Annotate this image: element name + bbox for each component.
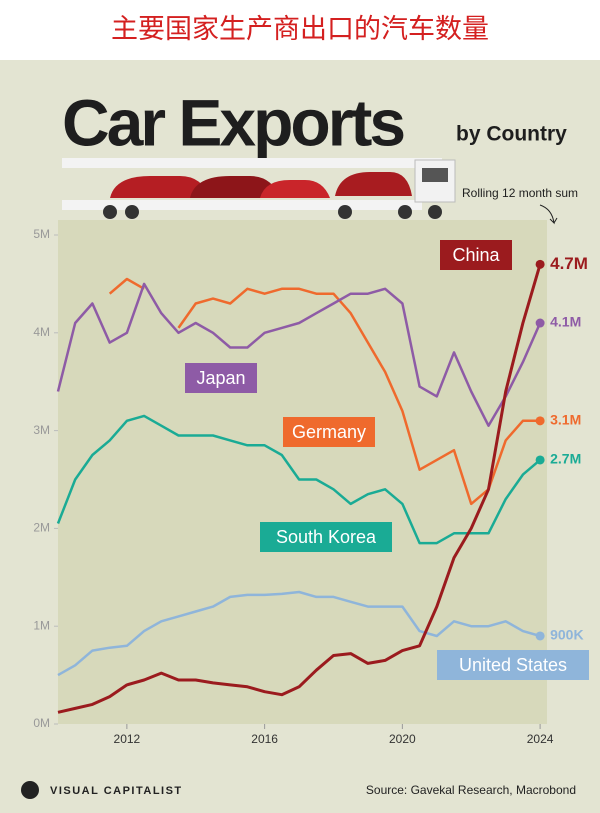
- end-label: 3.1M: [550, 412, 581, 428]
- x-tick-label: 2012: [114, 732, 141, 746]
- series-line: [108, 277, 541, 506]
- end-point: [535, 318, 545, 328]
- end-label: 2.7M: [550, 451, 581, 467]
- series-label-box: [437, 650, 589, 680]
- series-label-box: [283, 417, 375, 447]
- plot-area: [58, 220, 547, 724]
- end-label: 900K: [550, 627, 583, 643]
- end-point: [535, 455, 545, 465]
- series-line: [56, 282, 542, 427]
- y-tick-label: 0M: [33, 716, 50, 730]
- logo: VISUAL CAPITALIST: [21, 781, 183, 799]
- banner: [0, 0, 600, 60]
- x-tick-label: 2024: [527, 732, 554, 746]
- y-tick-label: 4M: [33, 325, 50, 339]
- y-tick-label: 5M: [33, 227, 50, 241]
- end-point: [535, 259, 545, 269]
- series-line: [57, 263, 542, 714]
- chart-title: Car Exports: [62, 85, 403, 159]
- y-tick-label: 2M: [33, 521, 50, 535]
- truck-illustration: [62, 158, 456, 219]
- source: Source: Gavekal Research, Macrobond: [366, 783, 576, 797]
- legend-label: Japan: [196, 368, 245, 388]
- end-point: [535, 631, 545, 641]
- series-label-box: [185, 363, 257, 393]
- annotation-arrow: [539, 204, 558, 225]
- legend-label: China: [452, 245, 500, 265]
- y-tick-label: 1M: [33, 618, 50, 632]
- chart-subtitle: by Country: [456, 123, 567, 146]
- banner-title: 主要国家生产商出口的汽车数量: [111, 14, 489, 44]
- series-line: [56, 414, 541, 545]
- series-label-box: [440, 240, 512, 270]
- x-tick-label: 2020: [389, 732, 416, 746]
- legend-label: Germany: [292, 422, 366, 442]
- legend-label: United States: [459, 655, 567, 675]
- y-tick-label: 3M: [33, 423, 50, 437]
- brand: VISUAL CAPITALIST: [50, 785, 183, 797]
- x-tick-label: 2016: [251, 732, 278, 746]
- annotation: Rolling 12 month sum: [462, 186, 578, 200]
- series-line: [57, 590, 541, 677]
- series-label-box: [260, 522, 392, 552]
- end-label: 4.7M: [550, 254, 588, 273]
- end-point: [535, 416, 545, 426]
- legend-label: South Korea: [276, 527, 377, 547]
- end-label: 4.1M: [550, 314, 581, 330]
